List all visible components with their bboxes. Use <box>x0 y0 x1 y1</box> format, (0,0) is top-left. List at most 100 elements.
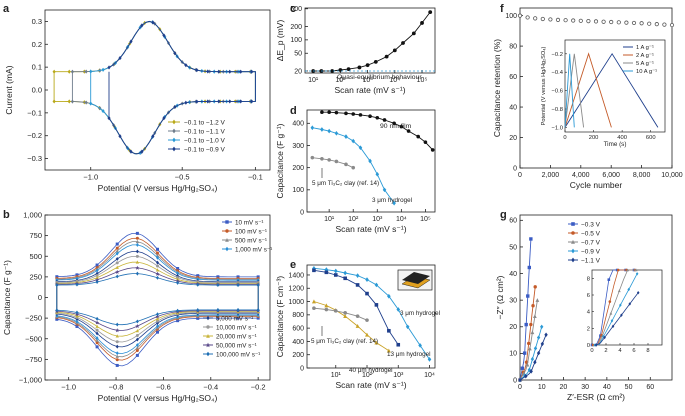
data-point <box>382 118 387 122</box>
legend-label: 1 A g⁻¹ <box>636 45 654 51</box>
nyquist-point <box>525 362 530 367</box>
cv-point <box>236 316 240 320</box>
data-point <box>320 156 324 161</box>
cv-point <box>176 280 180 285</box>
inset-y-tick-label: 4 <box>587 310 591 316</box>
inset-nyquist-curve <box>596 292 639 346</box>
cv-point <box>256 275 260 279</box>
data-point <box>416 134 420 139</box>
y-tick-label: 200 <box>292 352 304 359</box>
nyquist-point <box>528 346 532 351</box>
y-tick-label: −1,000 <box>19 376 42 385</box>
inset-x-tick-label: 600 <box>646 135 656 141</box>
data-point <box>401 41 405 45</box>
data-point <box>386 348 391 353</box>
cv-point <box>52 69 56 74</box>
x-tick-label: 40 <box>603 384 611 391</box>
inset-y-tick-label: 0 <box>587 343 590 349</box>
cv-point <box>75 319 79 324</box>
x-axis-label: Scan rate (mV s⁻¹) <box>335 224 406 234</box>
data-point <box>324 270 329 275</box>
cv-point <box>155 271 160 276</box>
y-tick-label: 0 <box>300 365 304 372</box>
data-point <box>423 140 428 144</box>
data-point <box>392 121 396 126</box>
cv-point <box>239 99 243 104</box>
legend-label: 50,000 mV s⁻¹ <box>216 343 257 350</box>
cv-point <box>135 265 140 270</box>
cv-point <box>135 343 139 347</box>
panel-b: −1.0 −0.8 −0.6 −0.4 −0.2 −1,000 −750 −500 −250 0 2… <box>2 209 272 403</box>
cv-point <box>162 33 166 38</box>
cv-point <box>95 328 99 332</box>
cv-point <box>95 341 99 345</box>
legend-label: 5,000 mV s⁻¹ <box>216 316 253 323</box>
data-point <box>387 328 391 333</box>
legend-label: 10,000 mV s⁻¹ <box>216 325 257 332</box>
cv-point <box>101 108 105 114</box>
retention-point <box>571 18 576 23</box>
panel-letter: d <box>290 105 297 117</box>
nyquist-point <box>526 341 531 346</box>
y-tick-label: 50 <box>509 244 517 251</box>
cv-point <box>176 267 180 271</box>
y-tick-label: 1200 <box>288 286 304 293</box>
data-point <box>355 283 360 287</box>
cv-point <box>176 271 180 276</box>
data-point <box>343 270 347 276</box>
y-tick-label: −0.2 <box>27 131 42 140</box>
panel-letter: g <box>500 209 507 221</box>
y-tick-label: −250 <box>25 314 42 323</box>
x-axis-label: Z′-ESR (Ω cm²) <box>567 392 625 402</box>
y-tick-label: 20 <box>294 68 302 75</box>
x-tick-label: 60 <box>646 384 654 391</box>
plot-frame <box>519 214 673 381</box>
cv-point <box>155 253 160 257</box>
nyquist-point <box>535 298 540 302</box>
inset-nyquist-curve <box>595 273 638 346</box>
y-tick-label: 0.1 <box>32 63 42 72</box>
cv-point <box>236 307 240 312</box>
inset-nyquist-point <box>617 289 621 293</box>
cv-point <box>156 275 159 280</box>
cv-point <box>95 338 99 342</box>
nyquist-point <box>536 350 541 356</box>
data-point <box>310 125 315 131</box>
cv-point <box>55 317 59 321</box>
inset-nyquist-point <box>634 268 638 272</box>
data-point <box>327 128 331 134</box>
x-tick-label: 10² <box>362 372 373 379</box>
cv-point <box>216 316 220 320</box>
legend-marker <box>571 231 575 235</box>
nyquist-point <box>518 377 522 383</box>
cv-point <box>135 345 140 350</box>
y-tick-label: 20 <box>509 324 517 331</box>
cv-point <box>84 100 88 105</box>
cv-curve <box>71 21 256 155</box>
inset-nyquist-point <box>607 278 611 281</box>
y-axis-label: −Z″ (Ω cm²) <box>495 275 505 319</box>
y-tick-label: 80 <box>509 43 517 50</box>
inset-y-tick-label: 8 <box>587 276 590 282</box>
nyquist-point <box>533 314 537 319</box>
cv-point <box>195 68 199 73</box>
x-tick-label: 10¹ <box>324 216 335 223</box>
y-axis-label: Capacitance (F cm⁻³) <box>275 276 285 358</box>
series-line <box>313 307 368 321</box>
data-point <box>411 31 416 36</box>
retention-point <box>563 18 568 23</box>
inset-y-tick-label: −1.0 <box>552 125 563 131</box>
x-tick-label: 10,000 <box>661 172 683 179</box>
cv-point <box>135 254 139 258</box>
panel-c: 10¹ 10² 10³ 10⁴ 10⁵ 20 50 100 200 500 Scan rate (m… <box>275 3 436 95</box>
retention-point <box>548 17 553 22</box>
legend-label: 100 mV s⁻¹ <box>235 229 267 236</box>
x-tick-label: −0.8 <box>109 383 124 392</box>
cv-point <box>115 344 119 349</box>
hydrogel-illustration <box>397 269 433 291</box>
data-point <box>343 276 347 281</box>
x-tick-label: 10⁴ <box>424 372 435 379</box>
data-point <box>333 309 338 313</box>
x-tick-label: 10³ <box>363 77 374 84</box>
inset-x-tick-label: 400 <box>617 135 627 141</box>
